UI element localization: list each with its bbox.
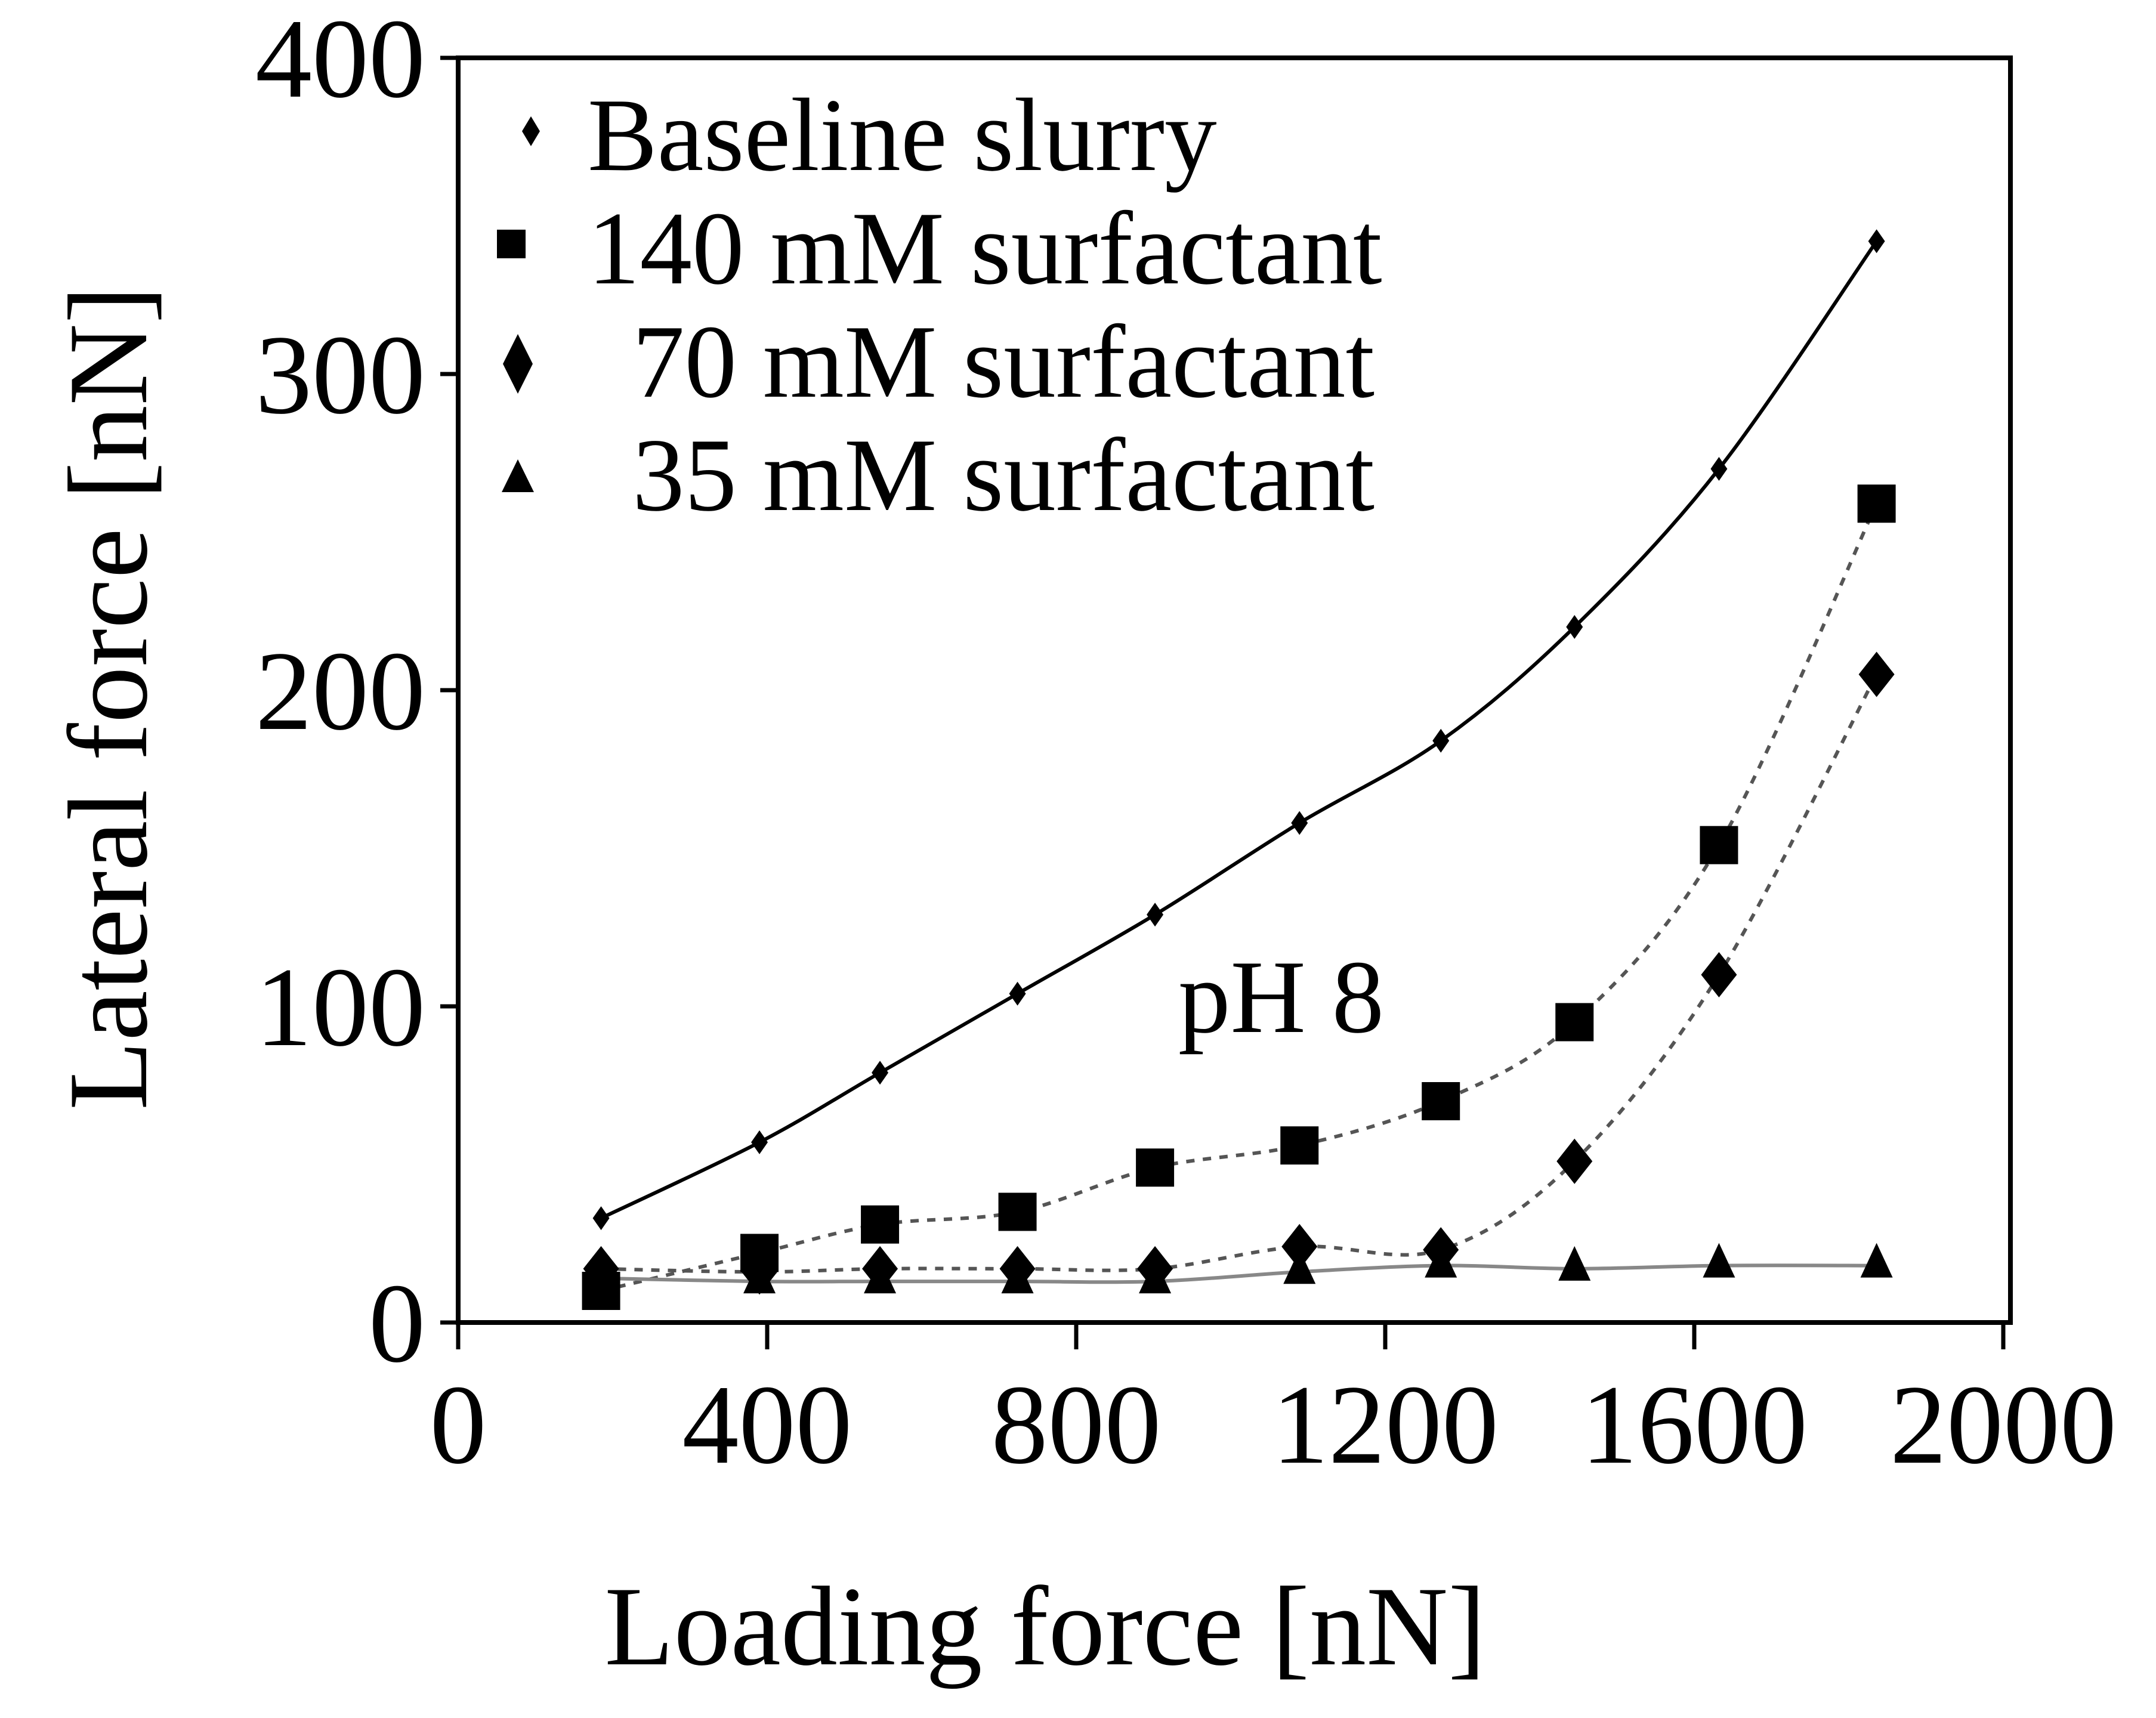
triangle-marker — [1283, 1249, 1316, 1284]
triangle-marker — [864, 1259, 897, 1294]
triangle-marker — [743, 1259, 776, 1294]
legend-label: 35 mM surfactant — [632, 417, 1374, 533]
square-marker — [1280, 1126, 1319, 1165]
small-diamond-marker — [1291, 811, 1308, 835]
square-marker — [861, 1205, 900, 1244]
series-line — [601, 1263, 1877, 1284]
series-markers — [582, 229, 1896, 1310]
legend-item-140mm: 140 mM surfactant — [497, 190, 1382, 306]
y-tick-label: 0 — [369, 1261, 425, 1386]
ph-annotation: pH 8 — [1178, 939, 1384, 1055]
x-tick-label: 800 — [991, 1362, 1162, 1488]
y-axis: 0 100 200 300 400 — [255, 0, 458, 1386]
square-marker — [1857, 484, 1896, 523]
series-line — [600, 503, 1879, 1293]
y-tick-label: 400 — [255, 0, 425, 122]
small-diamond-marker — [1710, 457, 1728, 481]
square-marker — [1700, 826, 1738, 864]
diamond-marker — [1281, 1223, 1318, 1269]
small-diamond-marker — [592, 1206, 610, 1231]
y-tick-label: 200 — [255, 629, 425, 754]
square-marker — [1136, 1148, 1175, 1187]
x-tick-label: 400 — [682, 1362, 852, 1488]
square-marker — [1555, 1003, 1594, 1042]
x-tick-label: 2000 — [1890, 1362, 2117, 1488]
diamond-marker — [1701, 952, 1737, 997]
triangle-icon — [502, 459, 534, 492]
legend-item-70mm: 70 mM surfactant — [503, 304, 1374, 419]
triangle-marker — [1703, 1243, 1735, 1278]
small-diamond-marker — [751, 1130, 768, 1154]
diamond-marker — [1556, 1138, 1593, 1184]
diamond-icon — [503, 334, 533, 394]
legend-label: 70 mM surfactant — [632, 304, 1374, 419]
triangle-marker — [1558, 1246, 1591, 1281]
y-tick-label: 100 — [255, 945, 425, 1070]
triangle-marker — [585, 1255, 617, 1290]
small-diamond-marker — [872, 1061, 889, 1085]
square-icon — [497, 230, 526, 258]
small-diamond-marker — [1432, 728, 1450, 753]
triangle-marker — [1860, 1243, 1893, 1278]
triangle-marker — [1425, 1243, 1457, 1278]
small-diamond-marker — [1566, 615, 1583, 639]
triangle-marker — [1139, 1259, 1172, 1294]
y-axis-title: Lateral force [nN] — [46, 286, 171, 1110]
square-marker — [1422, 1082, 1460, 1120]
x-tick-label: 1200 — [1272, 1362, 1499, 1488]
small-diamond-icon — [522, 116, 540, 146]
legend-label: 140 mM surfactant — [588, 190, 1382, 306]
small-diamond-marker — [1009, 981, 1026, 1006]
small-diamond-marker — [1868, 229, 1885, 254]
x-axis-title: Loading force [nN] — [604, 1564, 1485, 1689]
y-tick-label: 300 — [255, 313, 425, 438]
x-tick-label: 0 — [430, 1362, 487, 1488]
small-diamond-marker — [1147, 903, 1164, 927]
diamond-marker — [1858, 651, 1895, 697]
legend-label: Baseline slurry — [588, 77, 1217, 193]
square-marker — [998, 1192, 1037, 1231]
legend-item-35mm: 35 mM surfactant — [502, 417, 1374, 533]
legend: Baseline slurry 140 mM surfactant 70 mM … — [497, 77, 1382, 533]
legend-item-baseline: Baseline slurry — [522, 77, 1217, 193]
x-tick-label: 1600 — [1581, 1362, 1808, 1488]
triangle-marker — [1001, 1259, 1034, 1294]
series-line — [600, 240, 1879, 1220]
x-axis: 0 400 800 1200 1600 2000 — [430, 1323, 2117, 1488]
